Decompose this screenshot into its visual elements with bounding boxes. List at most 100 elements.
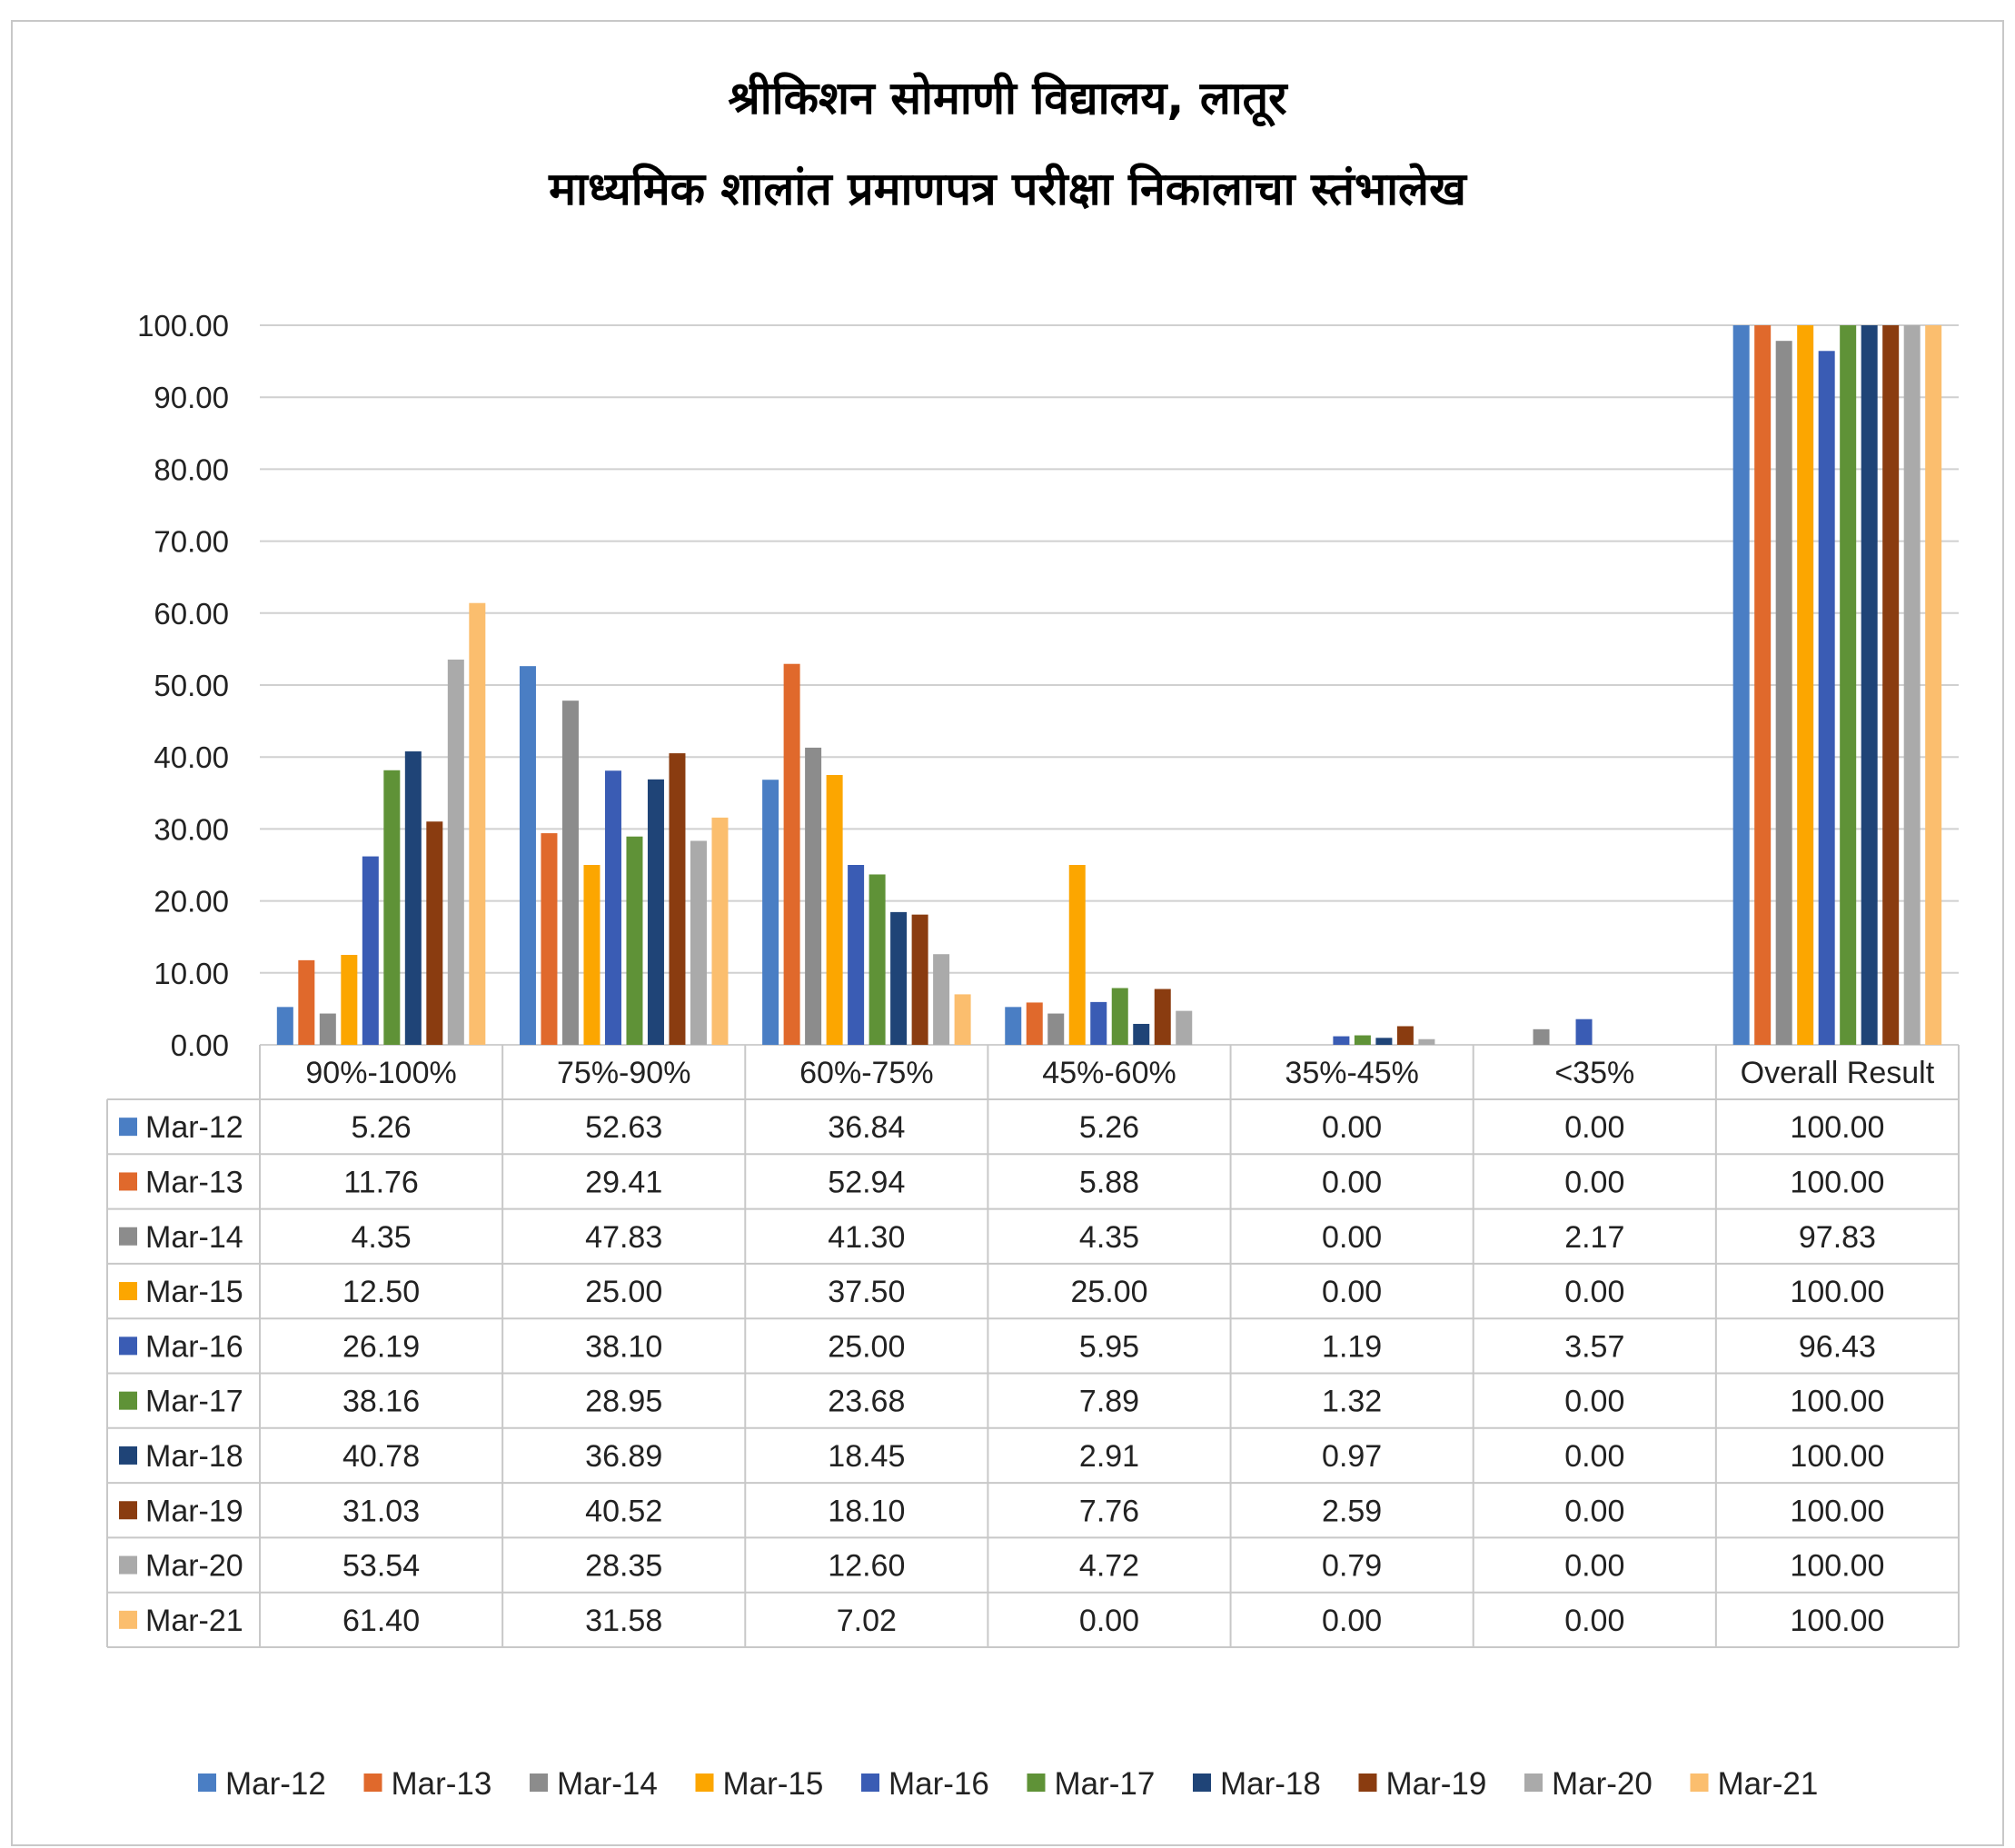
table-value: 0.00 xyxy=(1564,1385,1624,1419)
bar-mar-21-1 xyxy=(711,817,729,1045)
legend-swatch-mar-20 xyxy=(1524,1773,1543,1792)
table-value: 0.00 xyxy=(1322,1110,1382,1145)
bar-mar-15-6 xyxy=(1797,325,1814,1045)
table-value: 18.10 xyxy=(828,1494,905,1528)
table-value: 25.00 xyxy=(828,1329,905,1364)
table-value: 5.88 xyxy=(1079,1165,1139,1199)
table-value: 36.89 xyxy=(585,1439,662,1474)
bar-mar-14-6 xyxy=(1775,341,1792,1045)
bar-mar-17-3 xyxy=(1111,988,1128,1045)
table-value: 0.00 xyxy=(1322,1165,1382,1199)
legend-label: Mar-14 xyxy=(557,1766,658,1802)
y-axis-tick-labels: 0.00 10.00 20.00 30.00 40.00 50.00 60.00 70.00 8… xyxy=(137,309,229,1062)
bar-mar-16-5 xyxy=(1575,1018,1593,1045)
bar-mar-20-4 xyxy=(1418,1038,1435,1045)
table-value: 100.00 xyxy=(1790,1385,1884,1419)
table-value: 38.16 xyxy=(342,1385,420,1419)
table-value: 12.60 xyxy=(828,1549,905,1584)
table-value: 0.00 xyxy=(1564,1110,1624,1145)
y-tick-label: 0.00 xyxy=(171,1028,229,1062)
y-tick-label: 90.00 xyxy=(154,381,229,414)
bar-mar-15-0 xyxy=(341,955,358,1045)
table-series-name: Mar-17 xyxy=(145,1385,243,1419)
table-value: 100.00 xyxy=(1790,1604,1884,1638)
table-value: 28.35 xyxy=(585,1549,662,1584)
data-table: 90%-100% 75%-90% 60%-75% 45%-60% 35%-45% <35%… xyxy=(106,1045,1960,1648)
table-value: 28.95 xyxy=(585,1385,662,1419)
table-value: 53.54 xyxy=(342,1549,420,1584)
table-value: 0.00 xyxy=(1564,1604,1624,1638)
table-value: 52.63 xyxy=(585,1110,662,1145)
bar-mar-19-4 xyxy=(1396,1026,1414,1045)
legend-label: Mar-21 xyxy=(1718,1766,1819,1802)
bar-mar-14-2 xyxy=(805,747,822,1045)
bar-mar-17-2 xyxy=(869,874,886,1045)
bar-mar-13-0 xyxy=(298,959,315,1045)
bar-mar-16-3 xyxy=(1090,1001,1107,1045)
bar-mar-18-1 xyxy=(647,779,664,1045)
bar-mar-14-5 xyxy=(1533,1028,1550,1045)
table-value: 40.78 xyxy=(342,1439,420,1474)
chart-title-line-1: श्रीकिशन सोमाणी विद्यालय, लातूर xyxy=(728,72,1287,124)
table-series-swatch xyxy=(119,1282,137,1301)
bar-mar-16-2 xyxy=(848,865,865,1045)
bar-mar-15-3 xyxy=(1068,865,1086,1045)
category-label: Overall Result xyxy=(1741,1056,1935,1090)
table-value: 100.00 xyxy=(1790,1439,1884,1474)
legend-swatch-mar-16 xyxy=(861,1773,879,1792)
table-value: 47.83 xyxy=(585,1220,662,1255)
legend-swatch-mar-21 xyxy=(1690,1773,1709,1792)
table-series-swatch xyxy=(119,1610,137,1629)
table-value: 37.50 xyxy=(828,1275,905,1309)
table-value: 36.84 xyxy=(828,1110,905,1145)
table-value: 0.00 xyxy=(1564,1275,1624,1309)
bar-mar-13-3 xyxy=(1026,1002,1043,1045)
table-series-name: Mar-14 xyxy=(145,1220,243,1255)
legend: Mar-12 Mar-13 Mar-14 Mar-15 Mar-16 Mar-17 Mar-… xyxy=(198,1766,1818,1802)
table-value: 0.00 xyxy=(1322,1275,1382,1309)
table-series-name: Mar-20 xyxy=(145,1549,243,1584)
bar-mar-20-1 xyxy=(690,840,707,1045)
chart-title-line-2: माध्यमिक शालांत प्रमाणपत्र परीक्षा निकाल… xyxy=(549,163,1466,215)
table-series-name: Mar-18 xyxy=(145,1439,243,1474)
legend-label: Mar-20 xyxy=(1552,1766,1653,1802)
bar-mar-19-2 xyxy=(911,914,928,1045)
table-value: 4.35 xyxy=(1079,1220,1139,1255)
table-series-swatch xyxy=(119,1446,137,1465)
bar-mar-20-2 xyxy=(933,954,950,1045)
table-value: 1.32 xyxy=(1322,1385,1382,1419)
bar-mar-19-6 xyxy=(1882,325,1900,1045)
legend-swatch-mar-18 xyxy=(1193,1773,1211,1792)
table-value: 0.00 xyxy=(1564,1165,1624,1199)
bar-mar-12-0 xyxy=(276,1007,293,1045)
y-tick-label: 40.00 xyxy=(154,740,229,774)
table-value: 40.52 xyxy=(585,1494,662,1528)
table-series-swatch xyxy=(119,1118,137,1137)
bar-mar-13-2 xyxy=(783,663,800,1045)
table-value: 4.35 xyxy=(351,1220,411,1255)
table-value: 5.95 xyxy=(1079,1329,1139,1364)
category-label: 90%-100% xyxy=(305,1056,456,1090)
bar-mar-21-2 xyxy=(954,994,971,1045)
bar-mar-19-3 xyxy=(1154,989,1171,1045)
legend-swatch-mar-14 xyxy=(530,1773,548,1792)
table-value: 25.00 xyxy=(585,1275,662,1309)
bar-mar-16-4 xyxy=(1333,1036,1350,1045)
table-series-swatch xyxy=(119,1501,137,1520)
y-tick-label: 50.00 xyxy=(154,669,229,702)
table-series-name: Mar-15 xyxy=(145,1275,243,1309)
bar-mar-18-3 xyxy=(1133,1023,1150,1045)
bar-mar-18-0 xyxy=(404,751,422,1045)
bars xyxy=(276,325,1942,1045)
bar-mar-14-0 xyxy=(319,1013,336,1045)
legend-label: Mar-13 xyxy=(392,1766,492,1802)
table-value: 23.68 xyxy=(828,1385,905,1419)
legend-swatch-mar-12 xyxy=(198,1773,216,1792)
legend-label: Mar-15 xyxy=(723,1766,824,1802)
category-label: 35%-45% xyxy=(1285,1056,1418,1090)
y-tick-label: 60.00 xyxy=(154,597,229,631)
table-value: 3.57 xyxy=(1564,1329,1624,1364)
legend-label: Mar-19 xyxy=(1386,1766,1487,1802)
table-value: 100.00 xyxy=(1790,1549,1884,1584)
